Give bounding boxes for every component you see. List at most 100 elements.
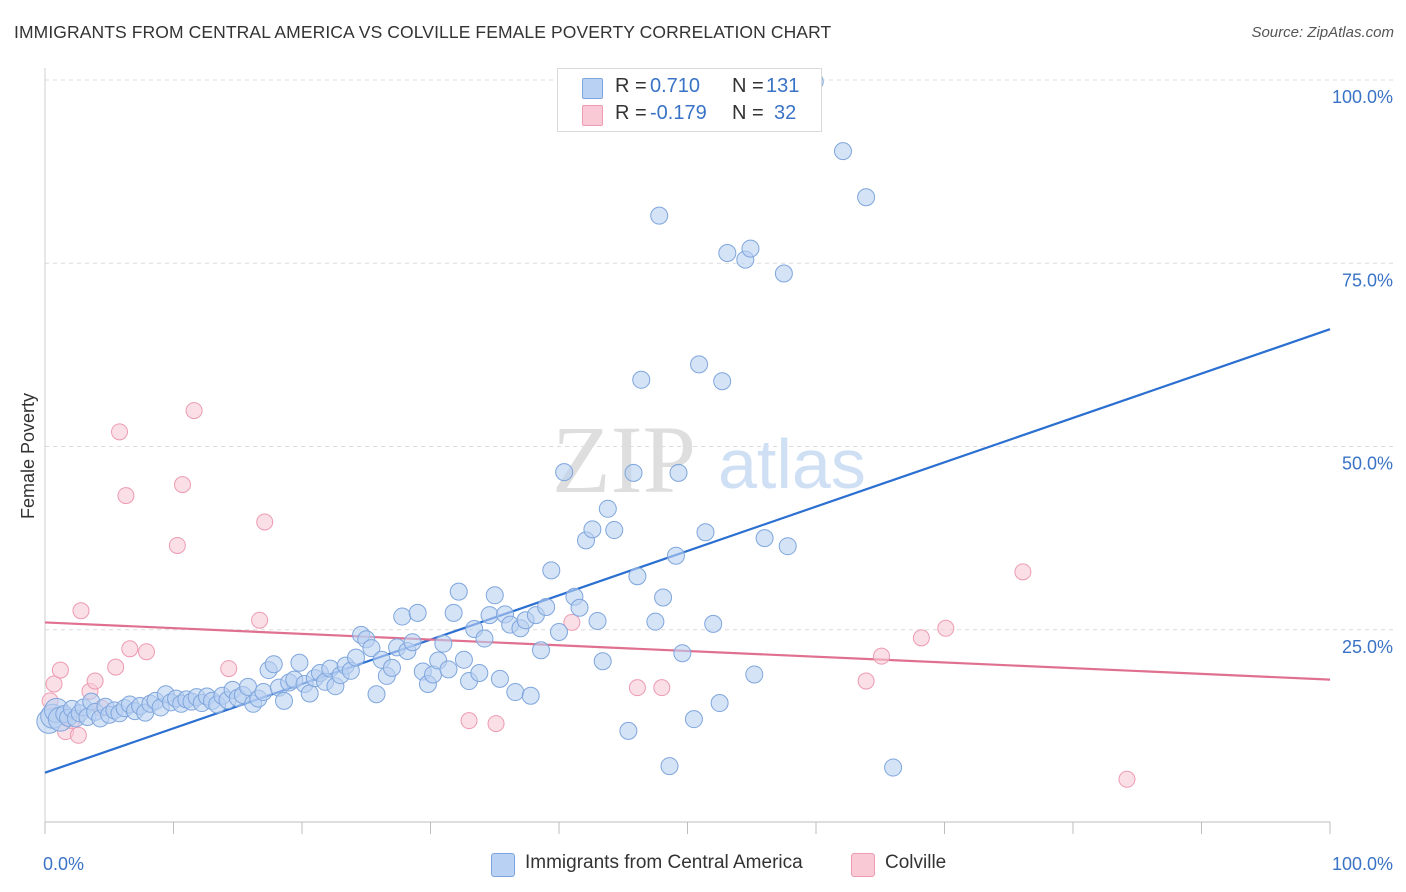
point-immigrants (745, 665, 764, 684)
point-immigrants (713, 372, 732, 391)
x-tick-label: 100.0% (1332, 854, 1393, 874)
point-immigrants (650, 206, 669, 225)
point-immigrants (884, 758, 903, 777)
point-immigrants (506, 683, 525, 702)
point-immigrants (583, 520, 602, 539)
point-colville (107, 658, 125, 676)
point-immigrants (605, 521, 624, 540)
legend-swatch-pink (582, 105, 603, 126)
point-immigrants (632, 370, 651, 389)
point-colville (168, 536, 186, 554)
point-colville (487, 715, 505, 733)
point-immigrants (673, 644, 692, 663)
bottom-legend-label: Immigrants from Central America (525, 852, 803, 873)
point-colville (111, 423, 129, 441)
source-label: Source: ZipAtlas.com (1251, 24, 1394, 41)
chart-title: IMMIGRANTS FROM CENTRAL AMERICA VS COLVI… (14, 22, 832, 42)
y-tick-label: 100.0% (1332, 87, 1393, 107)
legend-n-value: 131 (766, 75, 800, 97)
grid-lines (45, 79, 1395, 631)
point-immigrants (393, 607, 412, 626)
point-immigrants (619, 721, 638, 740)
point-colville (1014, 563, 1032, 581)
point-immigrants (434, 634, 453, 653)
point-immigrants (290, 653, 309, 672)
point-immigrants (444, 603, 463, 622)
point-immigrants (254, 683, 273, 702)
point-immigrants (624, 463, 643, 482)
point-immigrants (718, 243, 737, 262)
point-immigrants (666, 546, 685, 565)
point-immigrants (362, 639, 381, 658)
legend: R = 0.710 N = 131 R = -0.179 N = 32 (557, 68, 822, 132)
point-colville (138, 643, 156, 661)
point-immigrants (382, 658, 401, 677)
point-immigrants (570, 598, 589, 617)
x-tick-label: 0.0% (43, 854, 84, 874)
point-immigrants (346, 648, 365, 667)
point-colville (563, 613, 581, 631)
point-immigrants (300, 684, 319, 703)
y-tick-label: 50.0% (1342, 454, 1393, 474)
legend-n-value: 32 (774, 102, 797, 124)
point-colville (912, 629, 930, 647)
point-immigrants (704, 614, 723, 633)
point-immigrants (454, 650, 473, 669)
point-immigrants (550, 622, 568, 641)
data-points (36, 72, 1136, 788)
point-immigrants (660, 757, 679, 776)
point-immigrants (778, 537, 797, 556)
point-colville (45, 675, 63, 693)
point-immigrants (485, 586, 504, 605)
point-colville (653, 679, 671, 697)
legend-r-label: R = (615, 75, 647, 97)
point-colville (185, 402, 203, 420)
point-immigrants (690, 355, 709, 374)
point-immigrants (480, 606, 499, 625)
point-colville (51, 661, 69, 679)
point-immigrants (588, 611, 607, 630)
y-tick-labels: 25.0% 50.0% 75.0% 100.0% (1332, 87, 1393, 657)
watermark-zip: ZIP (552, 406, 696, 513)
point-immigrants (598, 499, 617, 518)
y-axis-label: Female Poverty (18, 393, 38, 519)
legend-r-label: R = (615, 102, 647, 124)
point-immigrants (408, 603, 427, 622)
point-immigrants (532, 641, 551, 660)
point-immigrants (367, 685, 386, 704)
legend-n-label: N = (732, 102, 764, 124)
point-immigrants (490, 669, 509, 688)
point-immigrants (470, 663, 489, 682)
point-immigrants (710, 694, 729, 713)
point-immigrants (669, 463, 688, 482)
point-immigrants (741, 239, 760, 258)
point-colville (173, 476, 191, 494)
bottom-legend-label: Colville (885, 852, 947, 873)
point-immigrants (684, 710, 703, 729)
point-immigrants (542, 561, 561, 580)
point-colville (256, 513, 274, 531)
point-immigrants (475, 629, 494, 648)
point-immigrants (696, 523, 715, 542)
legend-n-label: N = (732, 75, 764, 97)
y-tick-label: 75.0% (1342, 270, 1393, 290)
point-colville (1118, 770, 1136, 788)
y-tick-label: 25.0% (1342, 637, 1393, 657)
point-immigrants (628, 567, 647, 586)
point-colville (460, 712, 478, 730)
point-immigrants (646, 612, 665, 631)
point-immigrants (521, 686, 540, 705)
point-immigrants (857, 188, 876, 207)
point-immigrants (654, 588, 673, 607)
bottom-legend-swatch-pink (851, 853, 875, 877)
bottom-legend-swatch-blue (491, 853, 515, 877)
legend-swatch-blue (582, 78, 603, 99)
point-immigrants (755, 529, 774, 548)
legend-r-value: 0.710 (650, 75, 701, 97)
legend-r-value: -0.179 (650, 102, 707, 124)
point-colville (873, 647, 891, 665)
point-colville (251, 611, 269, 629)
point-immigrants (537, 598, 556, 617)
point-colville (69, 726, 87, 744)
